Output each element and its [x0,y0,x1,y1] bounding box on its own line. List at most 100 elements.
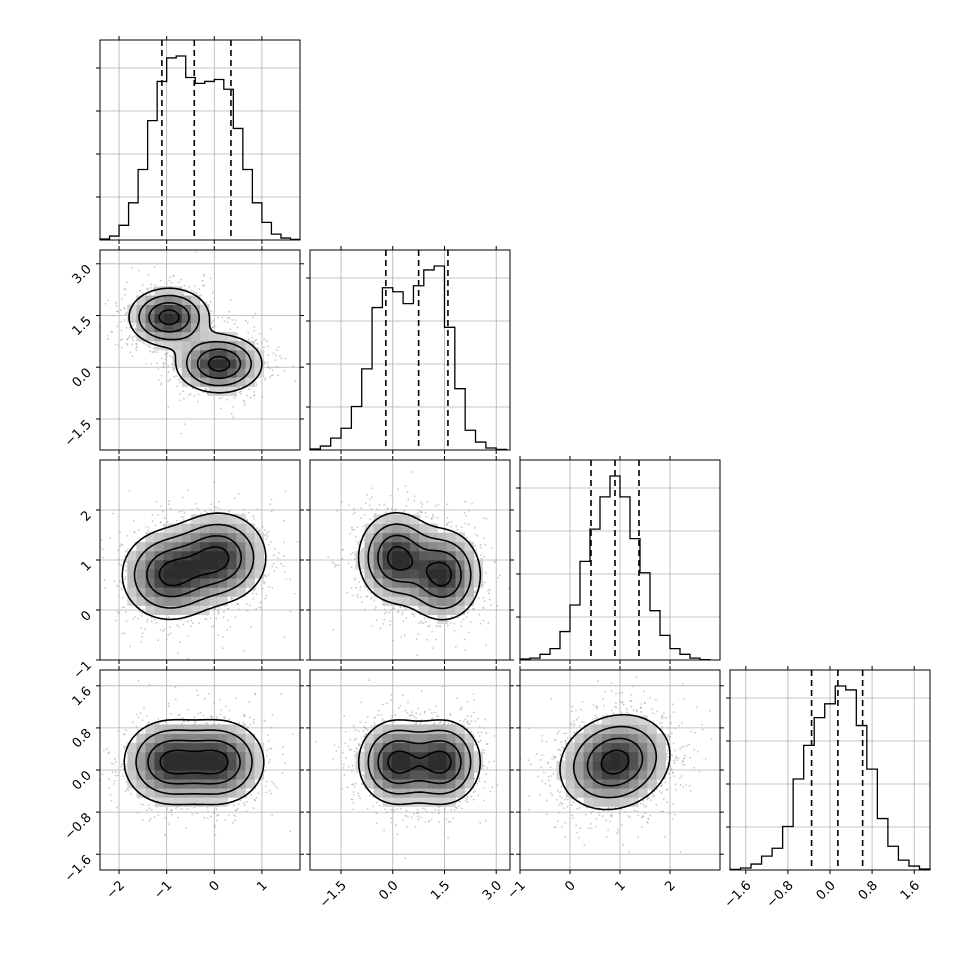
scatter-point [545,740,548,743]
scatter-point [212,326,215,328]
scatter-point [602,698,604,700]
scatter-point [126,548,129,551]
density-bin [245,532,255,543]
scatter-point [331,561,334,563]
scatter-point [485,743,488,745]
density-bin [136,541,146,552]
scatter-point [436,516,439,519]
scatter-point [658,664,660,666]
scatter-point [199,712,202,714]
scatter-point [145,525,147,528]
density-bin [163,313,174,324]
scatter-point [247,331,250,334]
scatter-point [616,832,618,835]
scatter-point [190,619,193,622]
density-bin [410,596,420,606]
scatter-point [205,388,208,391]
scatter-point [474,590,477,593]
scatter-point [183,423,186,425]
scatter-point [146,287,149,290]
scatter-point [107,338,109,340]
density-bin [190,523,201,534]
scatter-point [389,620,392,623]
scatter-point [413,813,415,815]
panel-content [516,664,713,853]
x-tick-label: 3.0 [480,878,505,903]
density-bin [227,587,237,597]
density-bin [364,733,374,744]
density-bin [236,340,246,351]
scatter-point [470,720,473,722]
scatter-point [119,545,121,548]
scatter-point [370,508,373,510]
scatter-point [496,605,499,608]
density-bin [254,742,264,753]
density-bin [455,541,465,552]
scatter-point [679,850,682,853]
scatter-point [563,732,566,735]
scatter-point [150,283,153,286]
scatter-point [180,432,182,435]
density-bin [236,760,246,771]
scatter-point [224,717,227,720]
scatter-point [274,359,277,362]
density-bin [245,350,255,360]
density-bin [145,569,155,579]
scatter-point [224,819,227,822]
scatter-point [411,613,413,616]
scatter-point [460,526,463,529]
scatter-point [405,617,407,620]
scatter-point [417,818,420,821]
scatter-point [639,706,642,709]
scatter-point [147,803,150,806]
density-bin [200,322,210,333]
density-bin [355,560,365,570]
scatter-point [661,714,663,717]
scatter-point [471,502,473,505]
scatter-point [257,347,260,350]
scatter-point [673,759,675,762]
density-bin [136,560,146,570]
scatter-point [203,816,206,819]
density-bin [437,587,447,597]
scatter-point [451,723,454,725]
scatter-point [689,756,692,759]
scatter-point [340,501,343,503]
scatter-point [148,684,151,686]
y-tick-label: 0 [78,608,94,624]
scatter-point [119,309,122,311]
scatter-point [482,799,485,802]
scatter-point [365,721,367,724]
scatter-point [399,807,402,810]
scatter-point [666,801,668,804]
scatter-point [420,501,422,504]
scatter-point [590,827,593,830]
scatter-point [252,592,254,595]
scatter-point [437,503,440,506]
scatter-point [164,833,167,836]
scatter-point [679,777,681,780]
density-bin [190,532,201,543]
scatter-point [139,289,141,292]
scatter-point [154,618,157,621]
scatter-point [350,586,353,589]
scatter-point [164,721,167,723]
scatter-point [516,789,518,791]
scatter-point [132,339,135,342]
density-bin [446,779,456,789]
scatter-point [212,320,214,322]
scatter-point [464,649,467,652]
density-bin [410,797,420,807]
scatter-point [655,699,657,701]
scatter-point [419,515,422,518]
scatter-point [405,809,408,812]
density-bin [145,331,155,342]
scatter-point [356,771,358,773]
scatter-point [121,606,124,609]
scatter-point [362,774,365,777]
scatter-point [243,401,246,404]
scatter-point [480,557,483,560]
scatter-point [460,625,463,628]
scatter-point [255,796,258,799]
scatter-point [136,617,139,620]
